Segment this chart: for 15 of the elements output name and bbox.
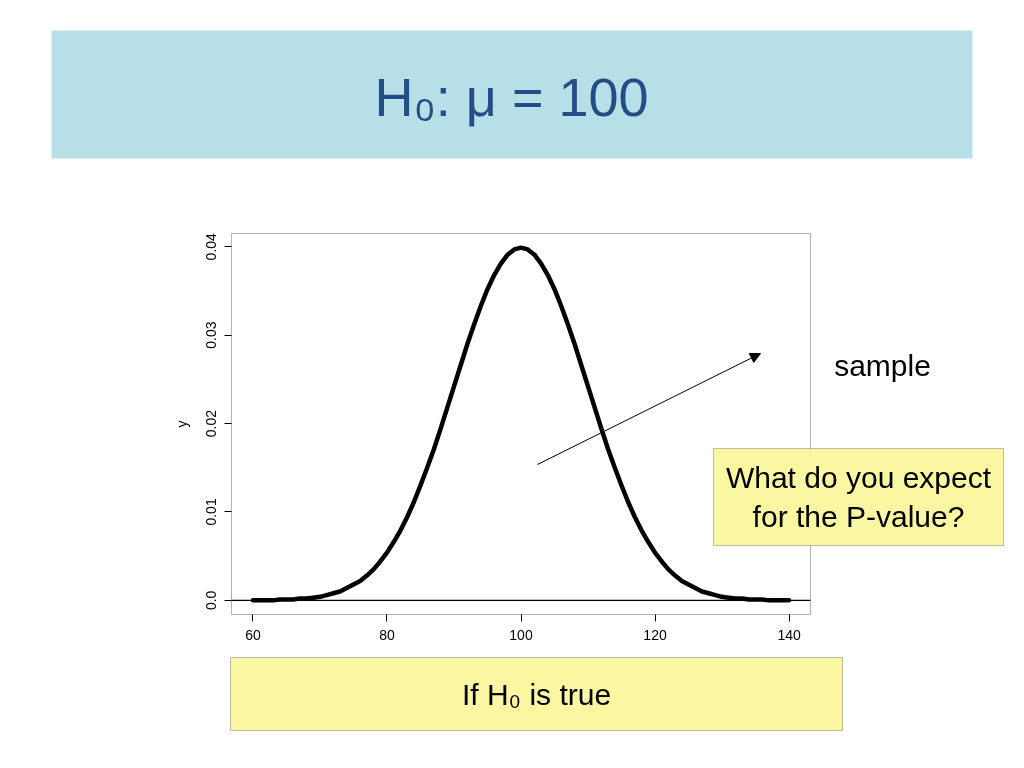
text: If H₀ is true <box>461 677 612 711</box>
y-tick-label: 0.04 <box>203 232 220 261</box>
chart-title: H₀: μ = 100 <box>374 66 649 127</box>
x-tick-label: 100 <box>509 626 533 643</box>
y-tick-label: 0.01 <box>203 498 220 526</box>
annotation: What do you expect for the P-value? <box>725 460 992 534</box>
y-tick-label: 0.02 <box>203 409 220 438</box>
x-tick-label: 80 <box>379 626 395 643</box>
y-tick-label: 0.03 <box>203 321 220 349</box>
y-tick-label: 0.0 <box>203 590 220 611</box>
x-tick-label: 120 <box>643 626 667 643</box>
x-tick-label: 140 <box>777 626 801 643</box>
x-tick-label: 60 <box>245 626 261 643</box>
text: sample <box>834 349 931 382</box>
y-axis-title: y <box>173 420 190 428</box>
